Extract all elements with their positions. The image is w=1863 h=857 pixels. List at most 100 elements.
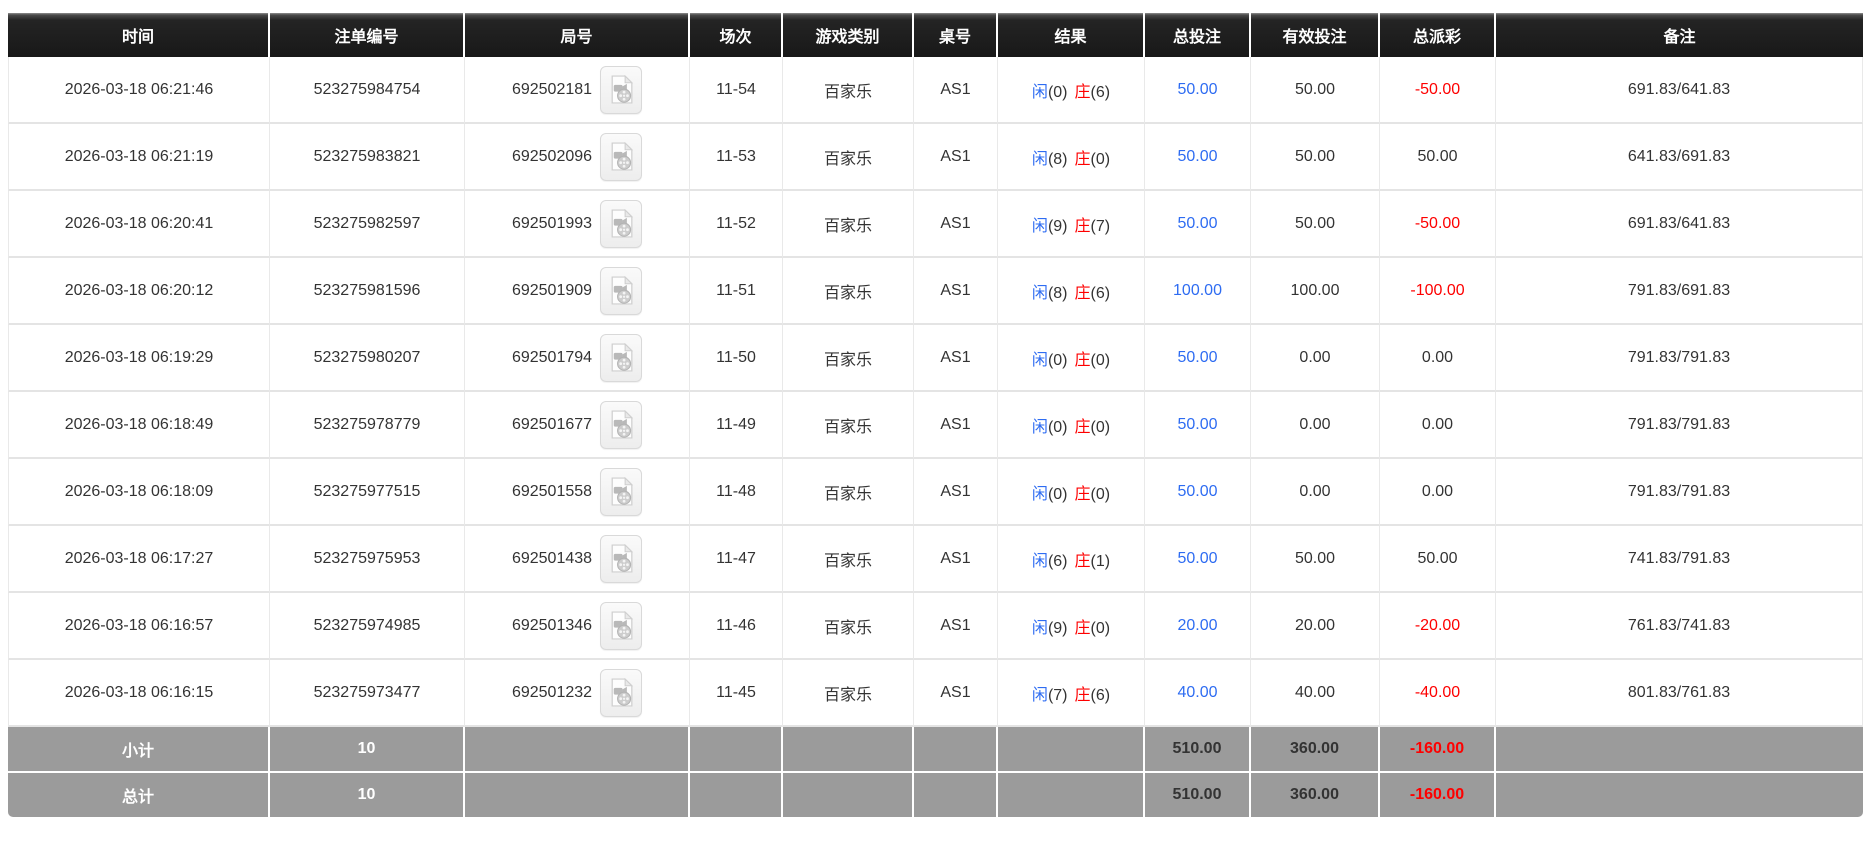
col-header-payout: 总派彩 (1380, 13, 1496, 57)
valid-bet-value: 0.00 (1299, 482, 1331, 500)
cell-session: 11-47 (690, 526, 783, 593)
total-bet-link[interactable]: 50.00 (1177, 214, 1218, 232)
video-record-button[interactable] (600, 333, 643, 382)
cell-table-no: AS1 (914, 57, 998, 124)
video-record-button[interactable] (600, 266, 643, 315)
total-bet-link[interactable]: 50.00 (1177, 80, 1218, 98)
video-record-icon (611, 677, 633, 707)
round-no-text: 692501794 (511, 348, 593, 366)
cell-result: 闲(7) 庄(6) (998, 660, 1145, 727)
cell-time: 2026-03-18 06:21:19 (8, 124, 270, 191)
video-record-button[interactable] (600, 199, 643, 248)
video-record-icon (611, 74, 633, 104)
cell-total-bet: 100.00 (1145, 258, 1251, 325)
cell-total-bet: 50.00 (1145, 392, 1251, 459)
video-record-button[interactable] (600, 467, 643, 516)
cell-valid-bet: 0.00 (1251, 325, 1380, 392)
cell-bet-no: 523275977515 (270, 459, 465, 526)
subtotal-count: 10 (270, 727, 465, 771)
cell-total-bet: 50.00 (1145, 459, 1251, 526)
cell-table-no: AS1 (914, 459, 998, 526)
subtotal-valid-bet-value: 360.00 (1290, 740, 1339, 757)
col-header-session: 场次 (690, 13, 783, 57)
cell-table-no: AS1 (914, 258, 998, 325)
video-record-button[interactable] (600, 400, 643, 449)
cell-game-type: 百家乐 (783, 660, 914, 727)
round-no-text: 692502096 (511, 147, 593, 165)
cell-result: 闲(8) 庄(6) (998, 258, 1145, 325)
subtotal-payout: -160.00 (1380, 727, 1496, 771)
subtotal-payout-value: -160.00 (1409, 740, 1465, 757)
col-header-time: 时间 (8, 13, 270, 57)
player-result-score: (0) (1047, 418, 1068, 436)
cell-remark: 641.83/691.83 (1496, 124, 1863, 191)
video-record-icon (611, 409, 633, 439)
table-body: 2026-03-18 06:21:46 523275984754 6925021… (8, 57, 1863, 727)
cell-remark: 691.83/641.83 (1496, 191, 1863, 258)
cell-valid-bet: 50.00 (1251, 191, 1380, 258)
cell-payout: -40.00 (1380, 660, 1496, 727)
video-record-button[interactable] (600, 601, 643, 650)
video-record-button[interactable] (600, 668, 643, 717)
cell-round-no: 692502181 (465, 57, 690, 124)
col-header-total-bet: 总投注 (1145, 13, 1251, 57)
payout-value: -100.00 (1410, 281, 1465, 299)
cell-total-bet: 20.00 (1145, 593, 1251, 660)
banker-result-score: (7) (1090, 217, 1111, 235)
total-bet-link[interactable]: 50.00 (1177, 482, 1218, 500)
cell-bet-no: 523275974985 (270, 593, 465, 660)
total-total-bet-value: 510.00 (1172, 786, 1222, 803)
video-record-icon (611, 610, 633, 640)
round-no-text: 692501232 (511, 683, 593, 701)
cell-time: 2026-03-18 06:16:15 (8, 660, 270, 727)
cell-round-no: 692501909 (465, 258, 690, 325)
col-header-valid-bet: 有效投注 (1251, 13, 1380, 57)
video-record-button[interactable] (600, 534, 643, 583)
total-empty-game-type (783, 771, 914, 817)
cell-payout: 0.00 (1380, 392, 1496, 459)
cell-table-no: AS1 (914, 124, 998, 191)
cell-result: 闲(9) 庄(0) (998, 593, 1145, 660)
total-empty-table-no (914, 771, 998, 817)
cell-result: 闲(0) 庄(0) (998, 325, 1145, 392)
cell-table-no: AS1 (914, 526, 998, 593)
total-bet-link[interactable]: 50.00 (1177, 415, 1218, 433)
banker-result-label: 庄 (1074, 552, 1091, 570)
round-no-text: 692501558 (511, 482, 593, 500)
player-result-label: 闲 (1031, 552, 1048, 570)
total-bet-link[interactable]: 50.00 (1177, 348, 1218, 366)
col-header-game-type: 游戏类别 (783, 13, 914, 57)
cell-bet-no: 523275982597 (270, 191, 465, 258)
cell-round-no: 692501232 (465, 660, 690, 727)
total-bet-link[interactable]: 50.00 (1177, 549, 1218, 567)
banker-result-label: 庄 (1074, 284, 1091, 302)
cell-remark: 801.83/761.83 (1496, 660, 1863, 727)
cell-total-bet: 50.00 (1145, 57, 1251, 124)
total-bet-link[interactable]: 100.00 (1173, 281, 1222, 299)
video-record-button[interactable] (600, 65, 643, 114)
cell-time: 2026-03-18 06:17:27 (8, 526, 270, 593)
table-row: 2026-03-18 06:16:57 523275974985 6925013… (8, 593, 1863, 660)
round-no-text: 692501346 (511, 616, 593, 634)
valid-bet-value: 40.00 (1294, 683, 1336, 701)
cell-total-bet: 50.00 (1145, 325, 1251, 392)
valid-bet-value: 100.00 (1290, 281, 1340, 299)
cell-time: 2026-03-18 06:20:41 (8, 191, 270, 258)
video-record-button[interactable] (600, 132, 643, 181)
total-bet-link[interactable]: 50.00 (1177, 147, 1218, 165)
cell-total-bet: 50.00 (1145, 124, 1251, 191)
valid-bet-value: 50.00 (1294, 214, 1336, 232)
total-bet-link[interactable]: 40.00 (1177, 683, 1218, 701)
cell-remark: 791.83/691.83 (1496, 258, 1863, 325)
table-row: 2026-03-18 06:20:12 523275981596 6925019… (8, 258, 1863, 325)
banker-result-label: 庄 (1074, 418, 1091, 436)
valid-bet-value: 0.00 (1299, 415, 1331, 433)
cell-valid-bet: 50.00 (1251, 124, 1380, 191)
valid-bet-value: 50.00 (1294, 147, 1336, 165)
total-bet-link[interactable]: 20.00 (1177, 616, 1218, 634)
table-row: 2026-03-18 06:20:41 523275982597 6925019… (8, 191, 1863, 258)
banker-result-score: (0) (1090, 418, 1111, 436)
cell-payout: 50.00 (1380, 124, 1496, 191)
cell-table-no: AS1 (914, 593, 998, 660)
cell-total-bet: 40.00 (1145, 660, 1251, 727)
